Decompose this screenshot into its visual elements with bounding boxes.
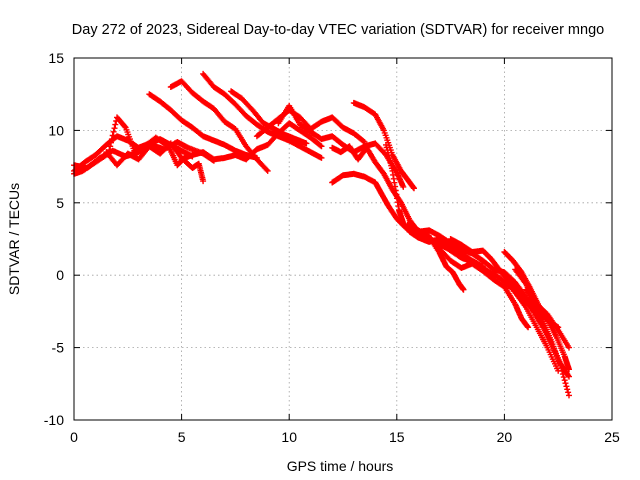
chart-title: Day 272 of 2023, Sidereal Day-to-day VTE… [72,22,604,38]
x-axis-label: GPS time / hours [287,458,394,474]
data-points [71,71,572,399]
axis-ticks [74,58,612,420]
y-tick-labels: -10 -5 0 5 10 15 [44,50,64,428]
plot-frame [74,58,612,420]
y-axis-label: SDTVAR / TECUs [6,183,22,295]
x-tick-label: 20 [497,429,513,445]
y-tick-label: -5 [52,340,65,356]
y-tick-label: 10 [48,122,64,138]
x-tick-label: 5 [178,429,186,445]
x-tick-label: 0 [70,429,78,445]
y-tick-label: 0 [56,267,64,283]
series-markers [329,171,561,374]
x-tick-label: 25 [604,429,620,445]
y-tick-label: -10 [44,412,64,428]
y-tick-label: 15 [48,50,64,66]
x-tick-label: 15 [389,429,405,445]
x-tick-labels: 0 5 10 15 20 25 [70,429,620,445]
sdtvar-chart: 0 5 10 15 20 25 -10 -5 0 5 10 15 Day 272 of 2023, … [0,0,640,480]
grid-lines [74,58,612,420]
series-arc-14 [329,171,561,374]
y-tick-label: 5 [56,195,64,211]
x-tick-label: 10 [281,429,297,445]
